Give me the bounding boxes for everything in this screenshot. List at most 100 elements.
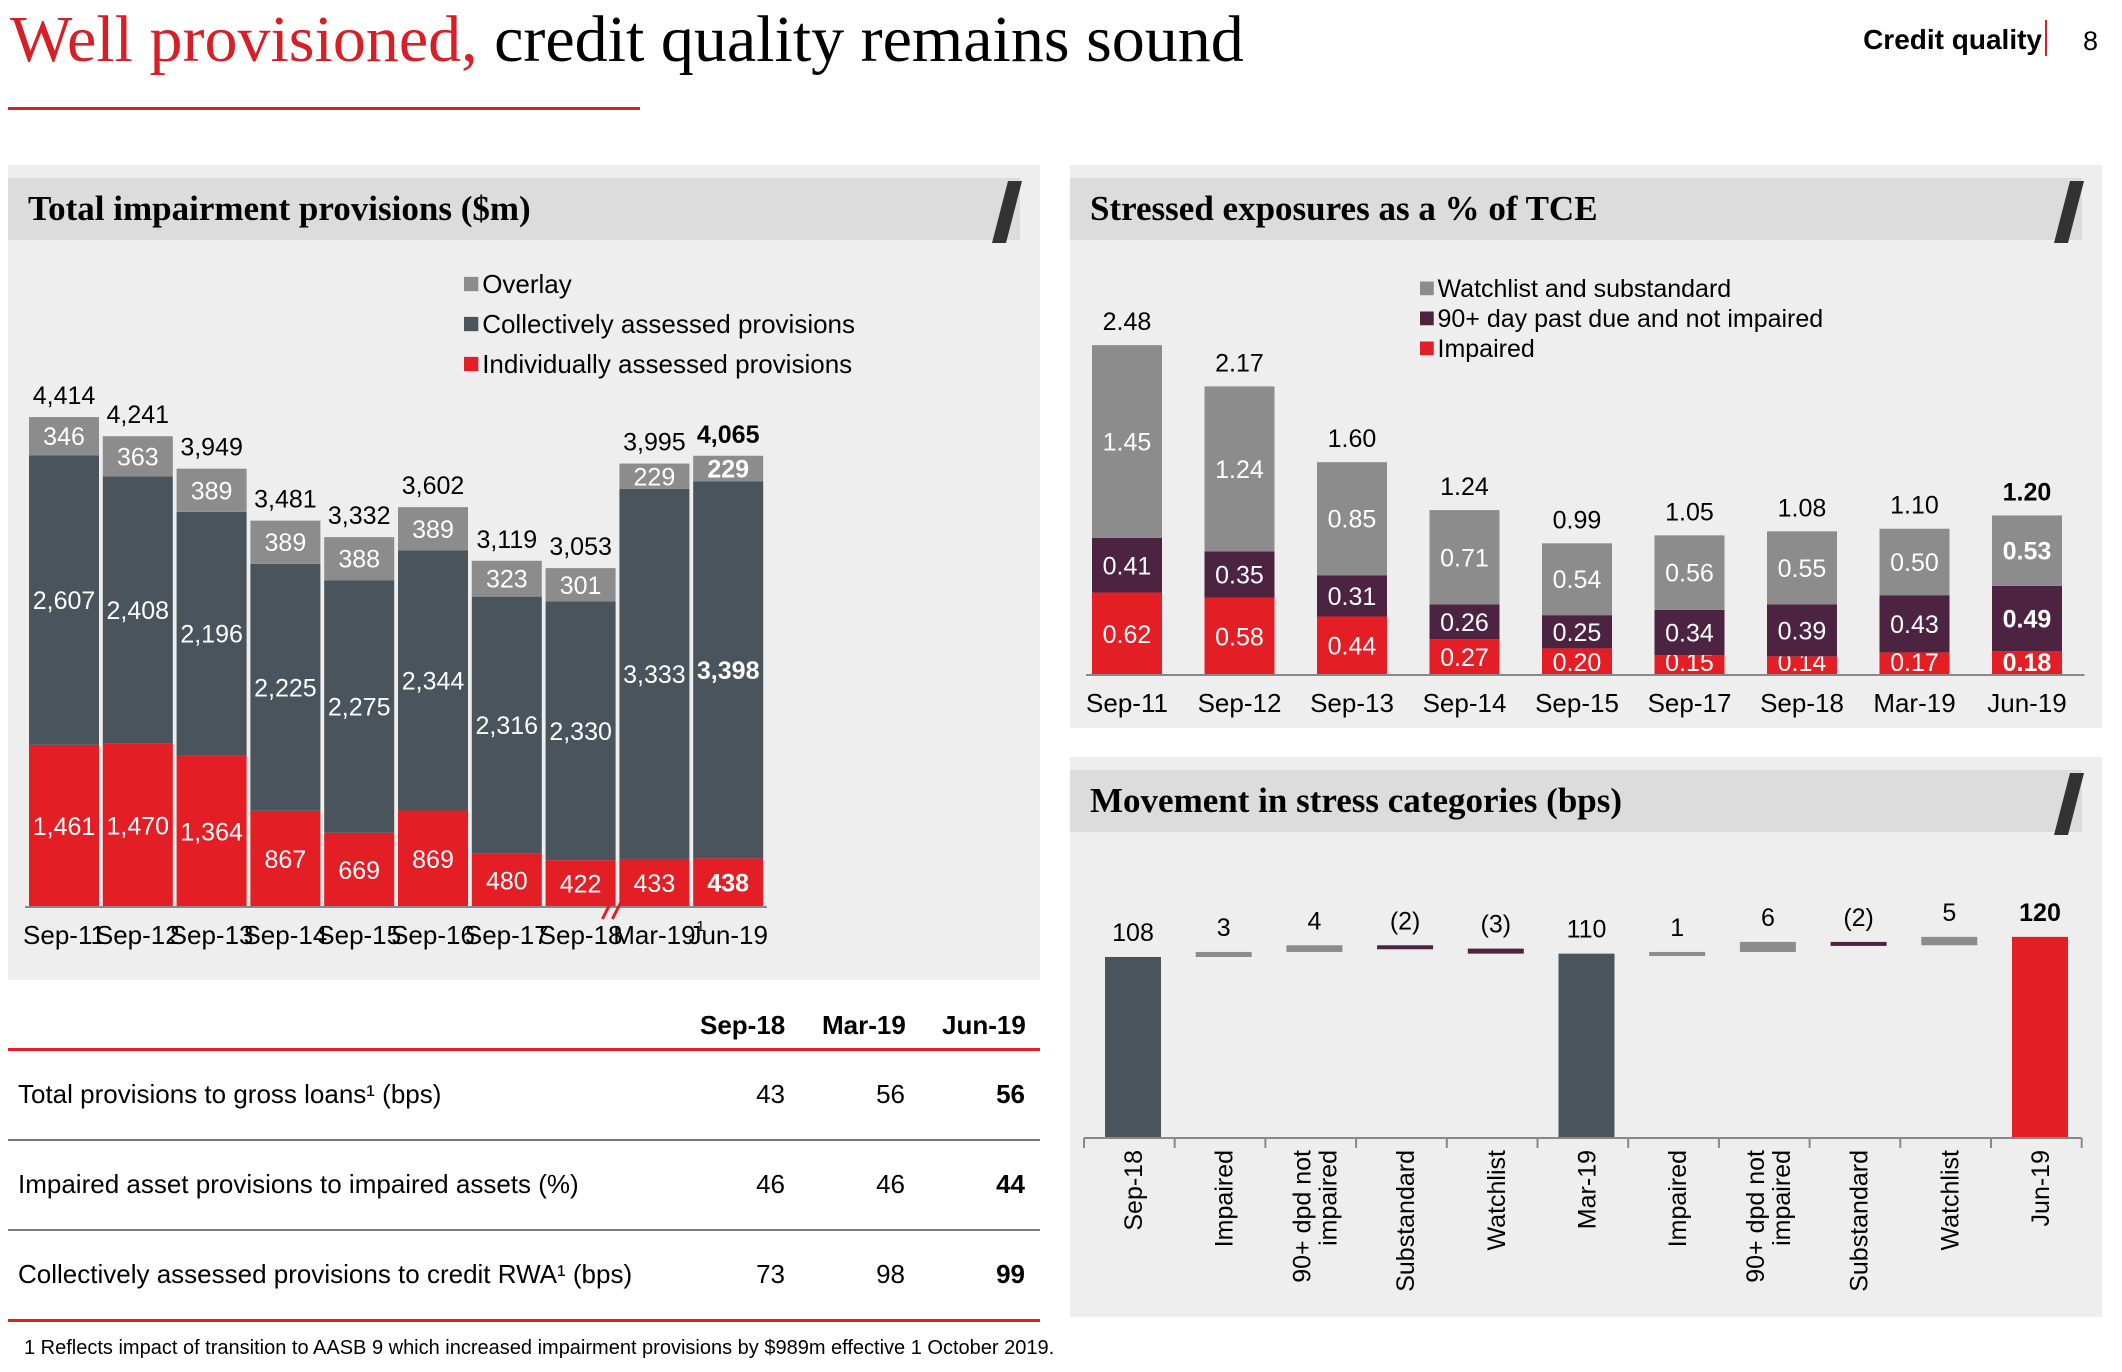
metrics-row-label: Impaired asset provisions to impaired as… [18,1169,579,1199]
legend-swatch [464,276,479,292]
bar-segment [1317,575,1387,617]
bar-segment-label: 229 [707,455,749,483]
x-tick-label: Substandard [1392,1150,1420,1292]
bar-segment [1204,597,1275,675]
waterfall-value-label: 1 [1670,914,1684,942]
bar-segment [1204,551,1275,598]
page-title-rest: credit quality remains sound [477,3,1244,76]
x-tick-label: Watchlist [1936,1150,1964,1251]
x-tick-group: Substandard [1392,1150,1420,1292]
movement-panel: Movement in stress categories (bps) 108 S… [1070,757,2102,1317]
page-title-highlight: Well provisioned, [10,3,478,76]
bar-segment [1542,615,1612,649]
impairment-chart: 1,461 2,607 346 4,414 Sep-11 1,470 2,408 363 4,2… [23,269,855,950]
impairment-chart-title: Total impairment provisions ($m) [28,189,531,228]
x-tick-group: Watchlist [1483,1150,1511,1251]
metrics-value: 56 [996,1079,1025,1109]
legend-label: Collectively assessed provisions [482,309,855,339]
x-tick-label: 90+ dpd not [1742,1150,1770,1283]
bar-segment [102,743,173,907]
bar-segment [471,853,542,907]
x-tick-label: Sep-12 [96,920,180,950]
bar-segment [29,744,99,907]
bar-segment [250,520,321,564]
bar-segment-label: 0.50 [1890,549,1939,577]
bar-segment-label: 0.41 [1103,552,1152,580]
bar-segment-label: 229 [634,463,676,491]
metrics-col-jun19: Jun-19 [942,1010,1026,1040]
waterfall-bar [2012,936,2068,1138]
waterfall-bar [1921,936,1978,946]
bar-segment [1879,528,1950,596]
bar-segment [1992,651,2062,675]
bar-segment [1654,655,1725,675]
bar-segment [471,596,542,854]
bar-segment [545,601,616,861]
bar-segment-label: 0.44 [1328,633,1377,661]
x-tick-label: Sep-18 [539,920,623,950]
bar-segment [693,858,764,907]
bar-segment [1092,538,1162,593]
bar-segment-label: 480 [486,867,528,895]
bar-segment-label: 2,316 [476,712,539,740]
bar-segment-label: 0.71 [1440,544,1489,572]
x-tick-label: Mar-19 [613,920,695,950]
bar-total-label: 4,414 [33,382,96,410]
header-slash-icon [992,181,1022,243]
impairment-panel-header [8,178,1020,240]
x-tick-label: Jun-19 [688,920,768,950]
bar-segment [1992,585,2062,652]
bar-segment-label: 0.25 [1553,619,1602,647]
x-tick-label: Jun-19 [1987,688,2067,718]
metrics-top-rule [8,1048,1040,1051]
bar-segment-label: 301 [560,572,602,600]
waterfall-bar [1467,948,1524,954]
bar-segment-label: 0.53 [2003,538,2052,566]
bar-segment [176,511,247,756]
header-slash-icon [2054,181,2084,243]
x-tick-label: Sep-15 [1535,688,1619,718]
x-tick-label: impaired [1314,1150,1342,1246]
legend-label: Individually assessed provisions [482,349,852,379]
bar-total-label: 3,481 [254,486,317,514]
bar-segment [324,537,395,581]
x-tick-label: Sep-14 [243,920,327,950]
x-tick-group: Jun-19 [2027,1150,2055,1226]
bar-segment [1542,543,1612,616]
x-tick-label: Impaired [1211,1150,1239,1247]
bar-segment-label: 0.18 [2003,649,2052,677]
bar-segment-label: 2,330 [549,718,612,746]
waterfall-value-label: 108 [1112,919,1154,947]
metrics-row-label: Collectively assessed provisions to cred… [18,1259,633,1289]
x-tick-group: Mar-19 [1574,1150,1602,1229]
waterfall-value-label: (3) [1481,911,1512,939]
x-tick-group: Impaired [1211,1150,1239,1247]
bar-total-label: 3,995 [623,429,686,457]
waterfall-bar [1649,951,1706,956]
bar-segment-label: 389 [265,529,307,557]
x-tick-label: Sep-13 [1310,688,1394,718]
x-tick-label: Sep-13 [170,920,254,950]
metrics-value: 46 [756,1169,785,1199]
x-tick-label: Sep-14 [1423,688,1507,718]
footnote: 1 Reflects impact of transition to AASB … [24,1337,1055,1359]
bar-total-label: 3,602 [402,472,465,500]
bar-segment-label: 0.26 [1440,609,1489,637]
bar-total-label: 1.20 [2003,478,2052,506]
bar-segment [176,468,247,512]
bar-segment [1654,609,1725,656]
bar-segment [1317,462,1387,576]
movement-chart-title: Movement in stress categories (bps) [1090,781,1623,820]
bar-segment [250,563,321,811]
section-separator [2045,20,2047,56]
page-number: 8 [2083,26,2099,56]
bar-segment-label: 388 [338,546,380,574]
metrics-row: Impaired asset provisions to impaired as… [8,1141,1040,1231]
x-tick-group: Impaired [1664,1150,1692,1247]
waterfall-bar [1286,945,1343,952]
bar-segment-label: 0.85 [1328,506,1377,534]
waterfall-value-label: 3 [1217,914,1231,942]
waterfall-value-label: (2) [1843,904,1874,932]
axis-break-mark [601,894,616,920]
bar-segment-label: 0.39 [1778,617,1827,645]
